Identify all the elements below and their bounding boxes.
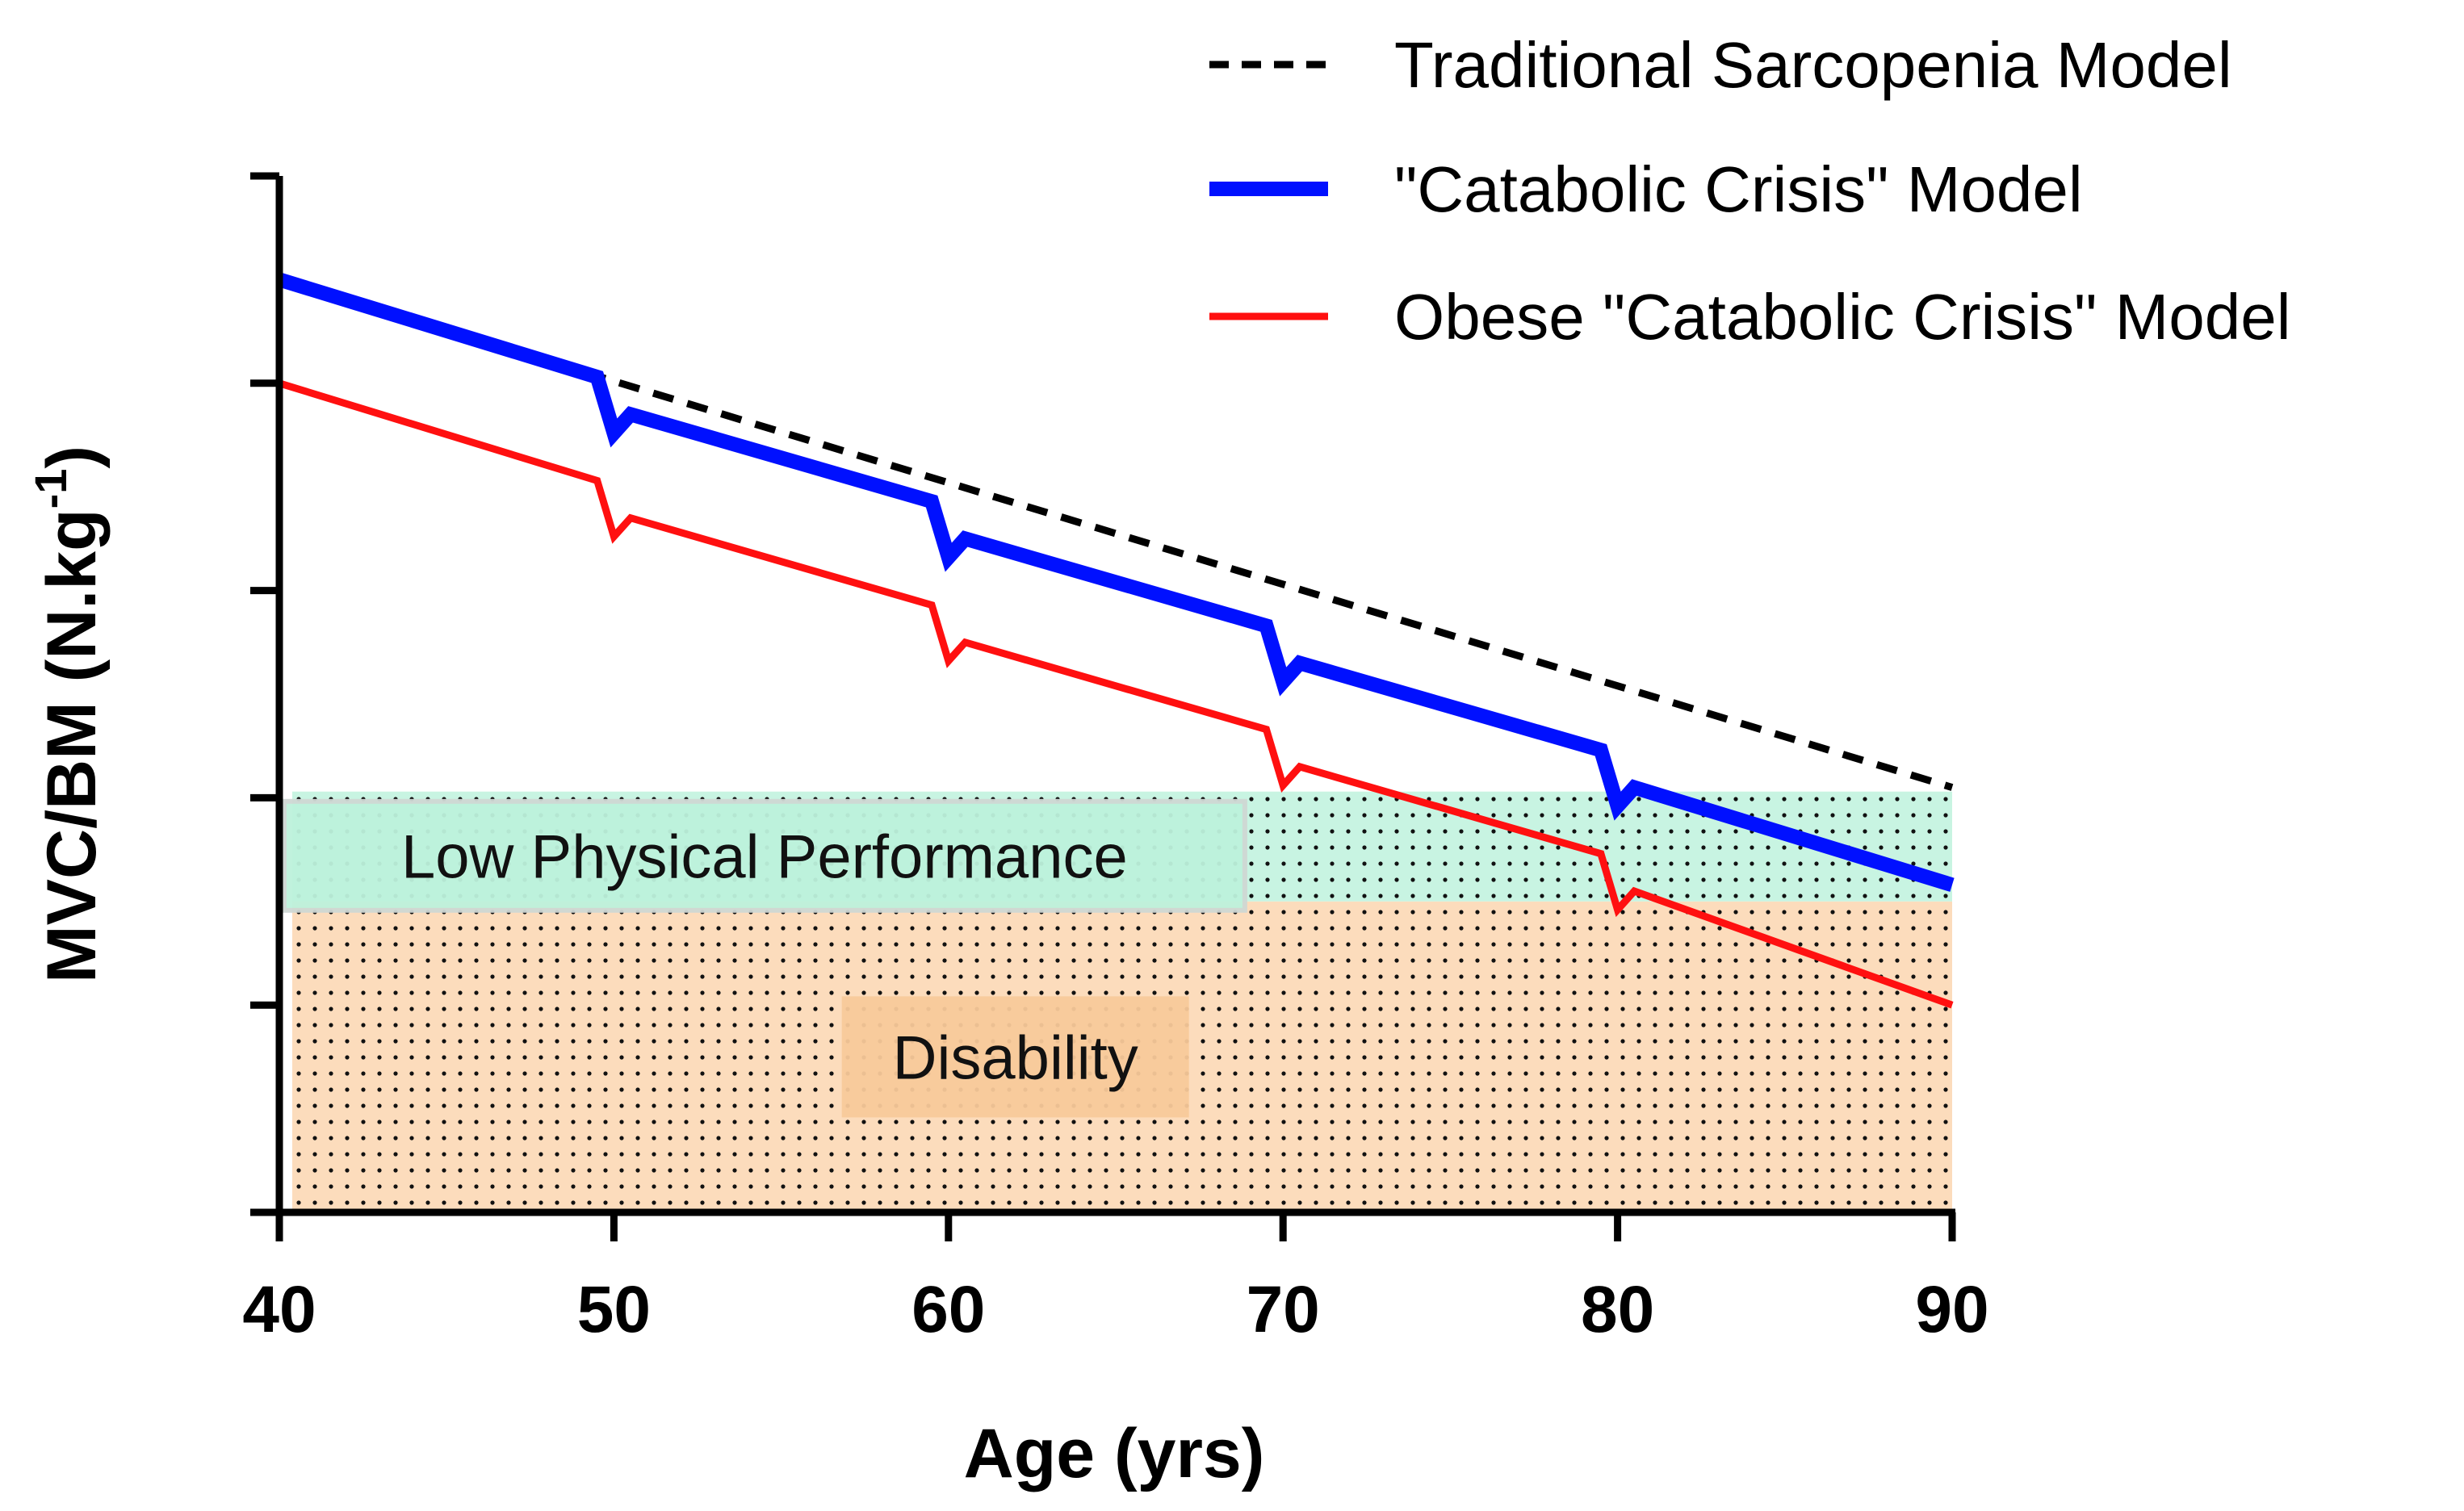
- region-label-low-physical-performance: Low Physical Performance: [401, 822, 1128, 891]
- legend-label-catabolic: "Catabolic Crisis" Model: [1394, 153, 2083, 225]
- x-axis-title: Age (yrs): [964, 1415, 1265, 1492]
- y-axis-title-close: ): [33, 446, 111, 469]
- x-tick-label: 90: [1915, 1273, 1988, 1346]
- x-tick-label: 80: [1581, 1273, 1654, 1346]
- axes-layer: 40 50 60 70 80 90: [242, 172, 1989, 1346]
- y-axis-title: MVC/BM (N.kg-1): [25, 446, 111, 983]
- x-tick-label: 60: [911, 1273, 985, 1346]
- y-axis-title-main: MVC/BM (N.kg: [33, 509, 111, 983]
- region-label-box-disability: [841, 996, 1189, 1118]
- y-axis-title-superscript: -1: [25, 469, 76, 509]
- x-tick-label: 70: [1247, 1273, 1320, 1346]
- series-obese-catabolic-crisis: [278, 379, 1954, 1009]
- legend-label-obese: Obese "Catabolic Crisis" Model: [1394, 281, 2291, 353]
- x-tick-label: 50: [577, 1273, 651, 1346]
- legend-label-traditional: Traditional Sarcopenia Model: [1394, 29, 2232, 101]
- region-label-disability: Disability: [893, 1023, 1138, 1092]
- legend: Traditional Sarcopenia Model "Catabolic …: [1209, 29, 2291, 353]
- regions-layer: Disability Low Physical Performance: [281, 791, 1952, 1212]
- series-layer: [277, 272, 1955, 1009]
- region-label-box-low-physical-performance: [281, 798, 1247, 913]
- series-catabolic-crisis: [277, 272, 1955, 892]
- x-tick-label: 40: [242, 1273, 316, 1346]
